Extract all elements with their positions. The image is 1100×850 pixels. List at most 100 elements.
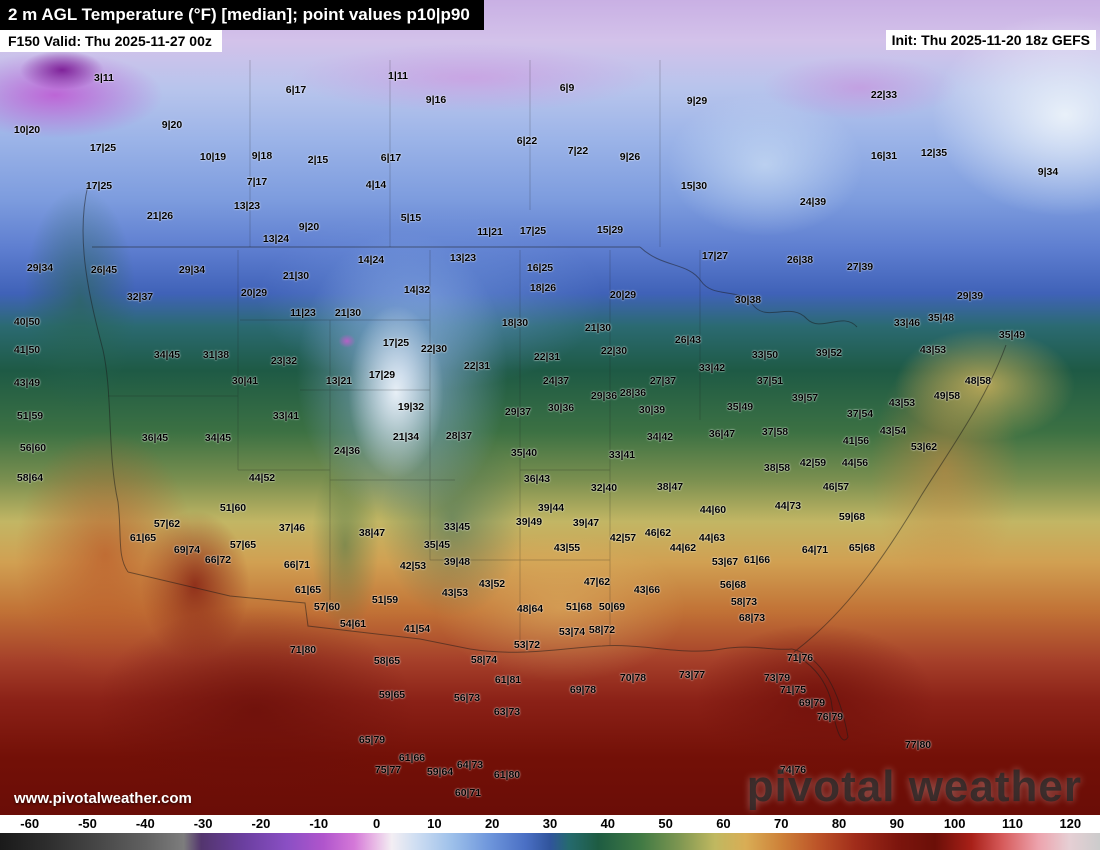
point-value: 26|38 [786,254,814,266]
point-value: 15|30 [680,180,708,192]
point-value: 33|41 [608,449,636,461]
colorbar-tick: 80 [831,816,847,831]
point-value: 56|60 [19,442,47,454]
point-value: 43|53 [441,587,469,599]
temperature-colorbar: -60 -50 -40 -30 -20 -10 0 10 20 30 40 50 60 70 80 90 100… [0,815,1100,850]
point-value: 31|38 [202,349,230,361]
point-value: 73|79 [763,672,791,684]
colorbar-tick: 50 [658,816,673,831]
point-value: 39|47 [572,517,600,529]
point-value: 17|25 [519,225,547,237]
point-value: 38|58 [763,462,791,474]
point-value: 29|36 [590,390,618,402]
point-value: 74|76 [779,764,807,776]
point-value: 34|45 [153,349,181,361]
point-value: 51|68 [565,601,593,613]
point-value: 4|14 [365,179,387,191]
point-value: 30|39 [638,404,666,416]
point-value: 33|42 [698,362,726,374]
temperature-map[interactable]: 3|11 6|17 1|11 9|16 6|9 9|29 22|33 10|20 9|20 17|… [0,0,1100,815]
point-value: 24|37 [542,375,570,387]
point-value: 44|52 [248,472,276,484]
point-value: 6|9 [559,82,575,94]
colorbar-tick: 90 [889,816,905,831]
point-value: 73|77 [678,669,706,681]
point-value: 35|49 [726,401,754,413]
point-value: 57|60 [313,601,341,613]
point-value: 39|52 [815,347,843,359]
point-value: 59|68 [838,511,866,523]
point-value: 1|11 [388,70,408,82]
point-value: 22|31 [533,351,561,363]
map-title: 2 m AGL Temperature (°F) [median]; point… [8,5,470,24]
point-value: 22|31 [463,360,491,372]
point-value: 61|65 [129,532,157,544]
point-value: 9|18 [251,150,273,162]
point-value: 37|58 [761,426,789,438]
colorbar-tick: -60 [20,816,40,831]
point-value: 17|27 [701,250,729,262]
atlantic-coastline [793,344,1007,653]
point-value: 51|60 [219,502,247,514]
point-value: 32|37 [126,291,154,303]
point-value: 37|51 [756,375,784,387]
valid-time-bar: F150 Valid: Thu 2025-11-27 00z [0,30,222,52]
point-value: 61|81 [494,674,522,686]
gulf-coastline [469,645,793,653]
colorbar-tick: 110 [1001,816,1023,831]
point-value: 30|38 [734,294,762,306]
point-value: 13|24 [262,233,290,245]
point-value: 16|25 [526,262,554,274]
point-value: 53|72 [513,639,541,651]
point-value: 44|63 [698,532,726,544]
point-value: 48|58 [964,375,992,387]
colorbar-tick: -50 [78,816,97,831]
valid-time-label: F150 Valid: Thu 2025-11-27 00z [8,33,212,49]
point-value: 17|25 [85,180,113,192]
point-value: 26|43 [674,334,702,346]
point-value: 76|79 [816,711,844,723]
point-value: 6|22 [516,135,538,147]
point-value: 53|67 [711,556,739,568]
point-value: 35|48 [927,312,955,324]
point-value: 39|57 [791,392,819,404]
point-value: 6|17 [285,84,307,96]
point-value: 43|54 [879,425,907,437]
point-value: 20|29 [609,289,637,301]
point-value: 14|32 [403,284,431,296]
point-value: 19|32 [397,401,425,413]
point-value: 15|29 [596,224,624,236]
point-value: 59|65 [378,689,406,701]
us-mexico-border [127,571,471,650]
colorbar-tick: -20 [251,816,271,831]
point-value: 53|62 [910,441,938,453]
point-value: 9|29 [686,95,708,107]
point-value: 38|47 [358,527,386,539]
great-lakes-outline [639,246,858,328]
point-value: 12|35 [920,147,948,159]
point-value: 36|45 [141,432,169,444]
point-value: 36|43 [523,473,551,485]
point-value: 64|73 [456,759,484,771]
point-value: 44|73 [774,500,802,512]
point-value: 50|69 [598,601,626,613]
point-value: 64|71 [801,544,829,556]
point-value: 30|36 [547,402,575,414]
point-value: 58|64 [16,472,44,484]
point-value: 9|26 [619,151,641,163]
point-value: 16|31 [870,150,898,162]
point-value: 9|20 [298,221,320,233]
point-value: 24|36 [333,445,361,457]
watermark-url: www.pivotalweather.com [14,790,192,807]
colorbar-tick: 100 [943,816,966,831]
point-value: 39|49 [515,516,543,528]
point-value: 3|11 [94,72,114,84]
point-value: 61|80 [493,769,521,781]
point-value: 58|65 [373,655,401,667]
point-value: 53|74 [558,626,586,638]
colorbar-tick: -10 [309,816,329,831]
colorbar-tick: 70 [774,816,789,831]
point-value: 22|30 [420,343,448,355]
point-value: 20|29 [240,287,268,299]
point-value: 44|56 [841,457,869,469]
